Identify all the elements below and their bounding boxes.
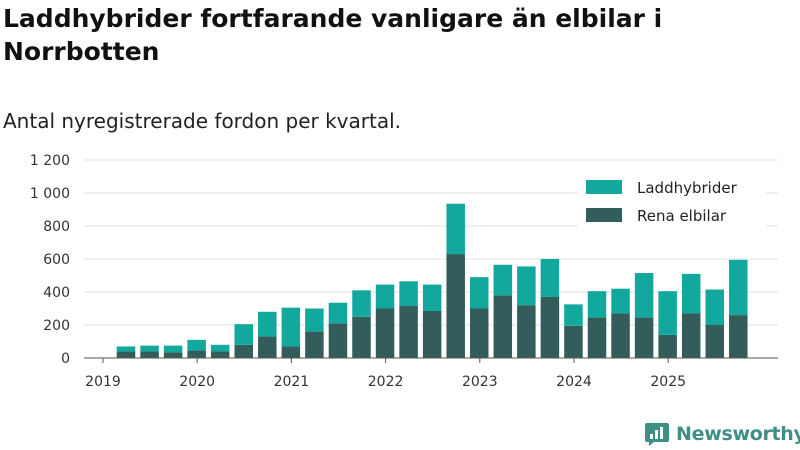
bar-laddhybrider bbox=[375, 284, 395, 309]
bar-rena-elbilar bbox=[422, 310, 442, 358]
bar-rena-elbilar bbox=[234, 344, 253, 358]
bar-rena-elbilar bbox=[470, 308, 489, 358]
bar-laddhybrider bbox=[352, 290, 371, 317]
legend-label-laddhybrider: Laddhybrider bbox=[637, 179, 738, 197]
bar-laddhybrider bbox=[517, 266, 536, 306]
bar-laddhybrider bbox=[422, 284, 442, 311]
y-tick-label: 1 200 bbox=[30, 153, 70, 169]
bar-rena-elbilar bbox=[328, 323, 348, 358]
bar-rena-elbilar bbox=[611, 313, 630, 358]
x-tick-label: 2023 bbox=[462, 374, 498, 390]
bar-laddhybrider bbox=[140, 345, 159, 352]
bar-laddhybrider bbox=[258, 311, 277, 337]
bar-laddhybrider bbox=[163, 345, 183, 353]
bar-rena-elbilar bbox=[305, 331, 324, 358]
bar-laddhybrider bbox=[493, 264, 513, 296]
bar-rena-elbilar bbox=[210, 351, 230, 358]
bar-rena-elbilar bbox=[446, 254, 465, 358]
x-tick-label: 2019 bbox=[85, 374, 121, 390]
bar-rena-elbilar bbox=[399, 306, 418, 358]
bar-rena-elbilar bbox=[375, 308, 395, 358]
bar-rena-elbilar bbox=[258, 336, 277, 358]
x-tick-label: 2025 bbox=[650, 374, 686, 390]
bar-laddhybrider bbox=[234, 324, 253, 345]
chart-subtitle: Antal nyregistrerade fordon per kvartal. bbox=[3, 109, 402, 133]
y-tick-label: 1 000 bbox=[30, 186, 70, 202]
x-tick-label: 2022 bbox=[368, 374, 404, 390]
bar-laddhybrider bbox=[634, 273, 654, 318]
bar-rena-elbilar bbox=[163, 352, 183, 358]
legend-label-elbilar: Rena elbilar bbox=[637, 207, 727, 225]
bar-laddhybrider bbox=[470, 277, 489, 309]
bar-rena-elbilar bbox=[517, 305, 536, 358]
y-tick-label: 800 bbox=[43, 219, 70, 235]
bar-rena-elbilar bbox=[140, 351, 159, 358]
bar-laddhybrider bbox=[187, 339, 206, 351]
bar-rena-elbilar bbox=[281, 346, 301, 358]
bar-laddhybrider bbox=[587, 291, 607, 318]
bar-laddhybrider bbox=[446, 203, 465, 255]
bar-rena-elbilar bbox=[634, 317, 654, 358]
bar-laddhybrider bbox=[564, 304, 583, 326]
bar-laddhybrider bbox=[116, 346, 136, 352]
bar-rena-elbilar bbox=[352, 316, 371, 358]
bar-rena-elbilar bbox=[493, 295, 513, 358]
y-tick-label: 200 bbox=[43, 318, 70, 334]
legend: Laddhybrider Rena elbilar bbox=[578, 170, 766, 230]
bar-laddhybrider bbox=[281, 307, 301, 347]
x-tick-label: 2024 bbox=[556, 374, 592, 390]
bar-laddhybrider bbox=[658, 291, 677, 335]
bar-laddhybrider bbox=[540, 259, 560, 297]
axes: 0 200 400 600 800 1 000 1 200 2019 2020 2021 2022 2… bbox=[30, 153, 778, 390]
bar-laddhybrider bbox=[210, 344, 230, 352]
bar-laddhybrider bbox=[399, 281, 418, 307]
chart-title: Laddhybrider fortfarande vanligare än el… bbox=[3, 4, 663, 66]
y-tick-label: 400 bbox=[43, 285, 70, 301]
legend-swatch-laddhybrider bbox=[586, 180, 622, 194]
bar-rena-elbilar bbox=[681, 313, 701, 358]
bar-rena-elbilar bbox=[187, 350, 206, 358]
bar-laddhybrider bbox=[328, 302, 348, 324]
bar-laddhybrider bbox=[611, 288, 630, 314]
x-tick-label: 2021 bbox=[274, 374, 310, 390]
x-tick-label: 2020 bbox=[179, 374, 215, 390]
bar-rena-elbilar bbox=[729, 315, 748, 358]
brand-logo: Newsworthy bbox=[644, 420, 800, 448]
newsworthy-logo-icon bbox=[645, 423, 669, 446]
y-tick-label: 0 bbox=[61, 351, 70, 367]
bar-laddhybrider bbox=[681, 273, 701, 314]
bar-rena-elbilar bbox=[564, 325, 583, 358]
legend-swatch-elbilar bbox=[586, 208, 622, 222]
bar-rena-elbilar bbox=[587, 317, 607, 358]
bar-rena-elbilar bbox=[116, 351, 136, 358]
bar-laddhybrider bbox=[729, 259, 748, 316]
bar-laddhybrider bbox=[705, 289, 724, 325]
y-tick-label: 600 bbox=[43, 252, 70, 268]
brand-name: Newsworthy bbox=[676, 423, 800, 445]
bar-rena-elbilar bbox=[658, 334, 677, 358]
bar-rena-elbilar bbox=[705, 325, 724, 358]
bars bbox=[116, 203, 748, 358]
bar-rena-elbilar bbox=[540, 296, 560, 358]
bar-laddhybrider bbox=[305, 308, 324, 332]
